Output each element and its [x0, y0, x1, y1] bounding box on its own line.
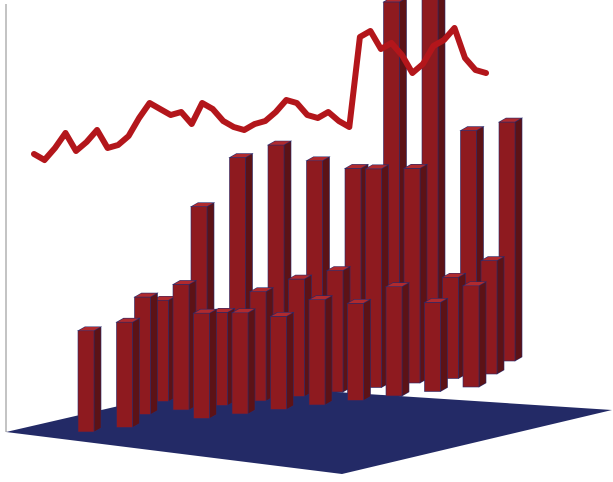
bar-front-face	[462, 285, 480, 388]
bar-top-face	[459, 126, 485, 131]
bar-top-face	[382, 0, 404, 3]
bar-top-face	[441, 272, 467, 278]
bar	[307, 295, 334, 406]
line-series	[31, 25, 489, 163]
bar-top-face	[269, 312, 295, 317]
bar-side-face	[150, 292, 158, 416]
bar-top-face	[266, 140, 293, 146]
bar-front-face	[231, 312, 249, 415]
bar-top-face	[287, 274, 313, 280]
bar-side-face	[324, 295, 333, 406]
bar	[423, 297, 449, 393]
bar-top-face	[384, 282, 411, 287]
bar-top-face	[76, 326, 103, 332]
bar-top-face	[171, 280, 198, 285]
bar-side-face	[514, 117, 523, 362]
bar-front-face	[347, 302, 364, 401]
bar-top-face	[192, 308, 218, 314]
bar	[115, 317, 141, 429]
bar-top-face	[325, 266, 352, 271]
bar-top-face	[228, 153, 254, 158]
bar-front-face	[424, 302, 441, 392]
bar-front-face	[116, 321, 133, 428]
bar-top-face	[461, 281, 488, 287]
bar-front-face	[193, 312, 210, 419]
bar-side-face	[93, 326, 102, 433]
bar-top-face	[230, 308, 257, 314]
bar-top-face	[189, 202, 216, 207]
bar-side-face	[401, 282, 410, 397]
bar-top-face	[402, 164, 429, 169]
bar-top-face	[479, 256, 506, 261]
bar-top-face	[343, 164, 370, 169]
bar	[269, 311, 295, 411]
bar-side-face	[440, 297, 448, 393]
bar-series	[76, 0, 524, 433]
bar-front-face	[270, 316, 287, 410]
bar	[346, 298, 372, 402]
bar-front-face	[77, 330, 95, 433]
bar-front-face	[308, 299, 326, 406]
bar-top-face	[497, 117, 524, 123]
bar-top-face	[423, 298, 449, 303]
line-path	[31, 25, 489, 163]
bar-side-face	[209, 308, 217, 420]
bar	[461, 281, 488, 388]
bar-front-face	[172, 284, 190, 411]
bar-top-face	[346, 298, 372, 304]
bar-top-face	[248, 287, 275, 292]
bar	[384, 282, 411, 397]
bar-top-face	[307, 295, 334, 301]
bar	[76, 326, 103, 433]
bar-top-face	[364, 164, 390, 170]
bar	[192, 308, 218, 420]
bar-side-face	[478, 281, 487, 388]
bar-top-face	[115, 317, 141, 323]
bar-side-face	[363, 298, 371, 402]
bar-top-face	[133, 292, 159, 298]
bar	[230, 308, 257, 415]
bar-side-face	[132, 317, 140, 429]
bar-front-face	[385, 286, 403, 397]
bar	[171, 279, 198, 411]
bar-top-face	[305, 156, 331, 162]
bar-side-face	[496, 256, 505, 375]
bar-side-face	[247, 308, 256, 415]
bar-side-face	[286, 311, 294, 411]
